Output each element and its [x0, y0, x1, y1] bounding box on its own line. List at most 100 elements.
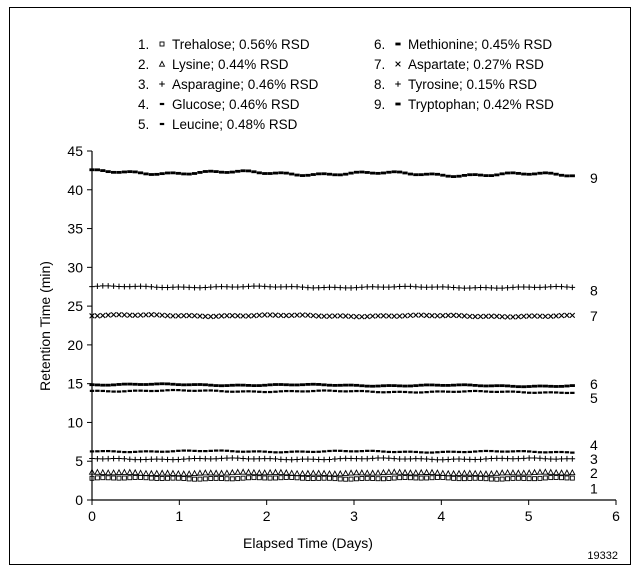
data-point-triangle — [347, 469, 355, 476]
data-point-dash — [332, 449, 338, 452]
data-point-plus — [170, 456, 176, 463]
data-point-bar — [424, 383, 430, 387]
data-point-cross — [477, 313, 484, 320]
data-point-square — [370, 476, 376, 481]
data-point-plus — [294, 456, 300, 463]
data-point-cross — [326, 313, 333, 319]
data-point-bar — [191, 383, 198, 386]
data-point-bar — [310, 173, 316, 176]
data-point-dash — [203, 389, 208, 392]
data-point-plus — [440, 456, 446, 463]
data-point-plus — [278, 284, 284, 290]
data-point-bar — [483, 384, 489, 388]
data-point-triangle — [455, 469, 463, 476]
data-point-plus — [510, 455, 516, 462]
data-point-dash — [143, 389, 149, 392]
data-point-plus — [186, 284, 192, 291]
data-point-dash — [316, 389, 321, 392]
data-point-bar — [132, 382, 138, 386]
data-point-bar — [202, 170, 208, 173]
data-point-cross — [407, 312, 414, 319]
data-point-bar — [521, 172, 527, 176]
series-label-4: 4 — [590, 437, 598, 453]
data-point-bar — [110, 383, 117, 387]
data-point-dash — [224, 449, 230, 452]
data-point-bar — [289, 383, 295, 387]
data-point-plus — [429, 284, 435, 290]
data-point-bar — [380, 171, 387, 175]
data-point-dash — [386, 450, 392, 454]
data-point-bar — [316, 383, 322, 386]
data-point-bar — [364, 171, 370, 174]
data-point-cross — [515, 313, 522, 320]
data-point-plus — [359, 456, 365, 462]
data-point-triangle — [207, 469, 214, 476]
data-point-plus — [493, 455, 500, 462]
data-point-plus — [105, 283, 111, 289]
data-point-bar — [251, 384, 257, 388]
data-point-bar — [175, 171, 181, 175]
data-point-triangle — [256, 469, 263, 476]
data-point-bar — [353, 170, 360, 174]
data-point-dash — [246, 390, 251, 393]
legend-entry-9: 9. Tryptophan; 0.42% RSD — [374, 97, 554, 112]
data-point-plus — [229, 284, 236, 290]
data-point-bar — [305, 382, 311, 386]
data-point-plus — [466, 456, 473, 463]
data-point-cross — [537, 313, 543, 319]
data-point-dash — [213, 449, 219, 452]
data-point-bar — [375, 384, 381, 388]
data-point-triangle — [137, 469, 144, 476]
data-point-triangle — [407, 469, 414, 476]
data-point-triangle — [223, 469, 231, 476]
data-point-triangle — [245, 468, 252, 475]
data-point-cross — [197, 313, 203, 319]
data-point-dash — [424, 391, 429, 394]
series-label-5: 5 — [590, 390, 598, 406]
data-point-dash — [127, 389, 132, 393]
data-point-bar — [132, 170, 138, 174]
data-point-plus — [472, 456, 478, 463]
data-point-cross — [547, 313, 554, 320]
data-point-plus — [197, 455, 203, 462]
data-point-bar — [197, 171, 203, 174]
data-point-triangle — [272, 468, 279, 475]
data-point-plus — [261, 455, 268, 462]
legend-label: Leucine; 0.48% RSD — [172, 117, 298, 132]
series-label-9: 9 — [590, 170, 598, 186]
legend-label: Aspartate; 0.27% RSD — [408, 57, 544, 72]
data-point-triangle — [326, 470, 333, 477]
data-point-plus — [224, 283, 230, 290]
data-point-triangle — [504, 469, 511, 476]
data-point-dash — [446, 450, 451, 453]
data-point-triangle — [423, 468, 430, 475]
y-tick-label: 25 — [67, 298, 83, 314]
data-point-bar — [100, 383, 106, 387]
data-point-cross — [132, 312, 138, 319]
data-point-plus — [137, 456, 144, 463]
data-point-cross — [170, 313, 176, 319]
data-point-plus — [213, 455, 219, 462]
data-point-bar — [397, 170, 403, 174]
data-point-plus — [164, 284, 171, 291]
data-point-plus — [359, 284, 365, 291]
data-point-plus — [310, 285, 317, 291]
data-point-cross — [202, 313, 209, 320]
data-point-plus — [504, 455, 511, 462]
data-point-bar — [440, 383, 446, 387]
data-point-plus — [450, 284, 457, 291]
data-point-dash — [397, 450, 402, 454]
data-point-cross — [395, 61, 401, 67]
data-point-triangle — [331, 470, 339, 477]
data-point-bar — [305, 173, 311, 177]
data-point-plus — [483, 456, 489, 462]
data-point-plus — [240, 283, 246, 290]
data-point-square — [273, 475, 278, 481]
data-point-plus — [321, 284, 327, 291]
data-point-triangle — [390, 468, 398, 475]
data-point-dash — [559, 450, 564, 454]
data-point-plus — [202, 455, 209, 462]
data-point-bar — [164, 171, 171, 175]
data-point-dash — [392, 390, 397, 394]
